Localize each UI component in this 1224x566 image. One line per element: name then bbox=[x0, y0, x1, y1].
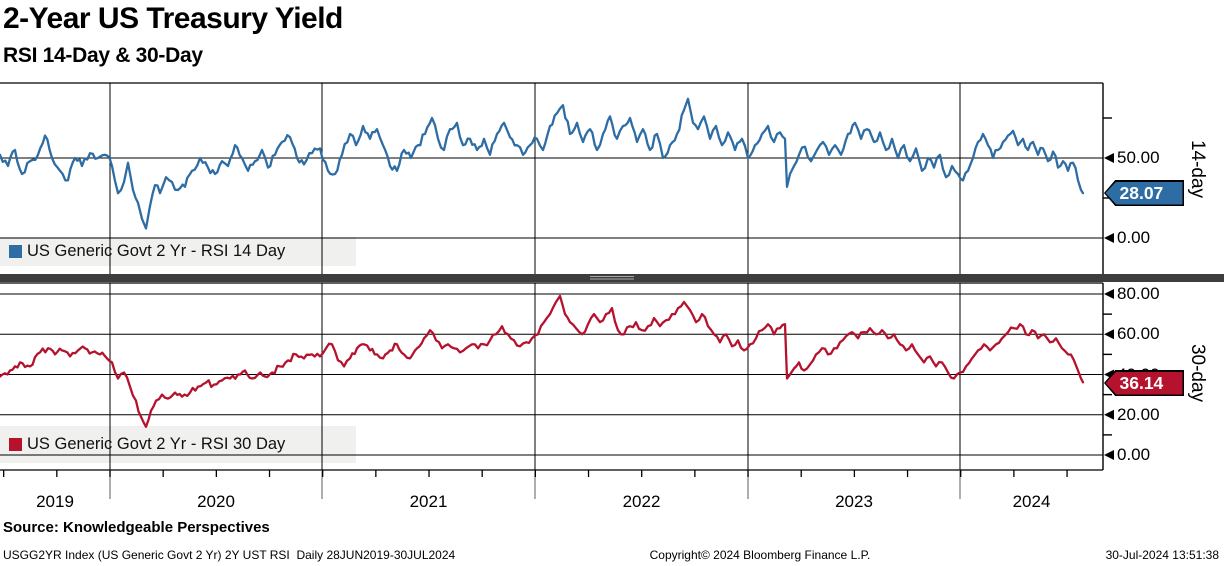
tick-arrow-icon bbox=[1104, 329, 1114, 340]
rsi14-tick-0: 0.00 bbox=[1117, 228, 1151, 247]
axis-title-14day: 14-day bbox=[1187, 139, 1208, 199]
year-label-2022: 2022 bbox=[622, 492, 661, 511]
tick-arrow-icon bbox=[1104, 153, 1114, 163]
tick-arrow-icon bbox=[1104, 289, 1114, 299]
rsi14-tick-50: 50.00 bbox=[1117, 148, 1160, 167]
splitter-grip-icon bbox=[590, 275, 634, 281]
timestamp: 30-Jul-2024 13:51:38 bbox=[1105, 548, 1219, 562]
page-title: 2-Year US Treasury Yield bbox=[3, 2, 343, 35]
rsi30-line bbox=[0, 294, 1085, 428]
last-value-badge-rsi14: 28.07 bbox=[1104, 180, 1184, 206]
rsi14-line bbox=[0, 97, 1085, 230]
ticker-info: USGG2YR Index (US Generic Govt 2 Yr) 2Y … bbox=[3, 548, 456, 562]
panel-splitter[interactable] bbox=[0, 274, 1224, 282]
last-value-rsi14: 28.07 bbox=[1105, 181, 1183, 205]
rsi30-tick-60: 60.00 bbox=[1117, 324, 1160, 344]
rsi30-tick-20: 20.00 bbox=[1117, 404, 1160, 424]
legend-rsi14[interactable]: US Generic Govt 2 Yr - RSI 14 Day bbox=[0, 237, 356, 266]
source-credit: Source: Knowledgeable Perspectives bbox=[3, 519, 270, 536]
chart-subtitle: RSI 14-Day & 30-Day bbox=[3, 44, 203, 67]
last-value-badge-rsi30: 36.14 bbox=[1104, 370, 1184, 396]
last-value-rsi30: 36.14 bbox=[1105, 371, 1183, 395]
year-label-2021: 2021 bbox=[409, 492, 448, 511]
legend-swatch-icon-rsi14 bbox=[9, 245, 22, 258]
legend-label-rsi30: US Generic Govt 2 Yr - RSI 30 Day bbox=[27, 435, 286, 453]
year-label-2024: 2024 bbox=[1012, 492, 1051, 511]
tick-arrow-icon bbox=[1104, 409, 1114, 420]
legend-label-rsi14: US Generic Govt 2 Yr - RSI 14 Day bbox=[27, 242, 286, 260]
copyright-notice: Copyright© 2024 Bloomberg Finance L.P. bbox=[649, 548, 871, 562]
rsi30-tick-0: 0.00 bbox=[1117, 445, 1151, 464]
year-label-2019: 2019 bbox=[36, 492, 74, 511]
rsi30-tick-80: 80.00 bbox=[1117, 284, 1160, 303]
tick-arrow-icon bbox=[1104, 450, 1114, 460]
axis-title-30day: 30-day bbox=[1187, 343, 1208, 403]
legend-rsi30[interactable]: US Generic Govt 2 Yr - RSI 30 Day bbox=[0, 426, 356, 463]
tick-arrow-icon bbox=[1104, 233, 1114, 243]
year-label-2023: 2023 bbox=[835, 492, 873, 511]
legend-swatch-icon-rsi30 bbox=[9, 438, 22, 451]
year-label-2020: 2020 bbox=[197, 492, 235, 511]
